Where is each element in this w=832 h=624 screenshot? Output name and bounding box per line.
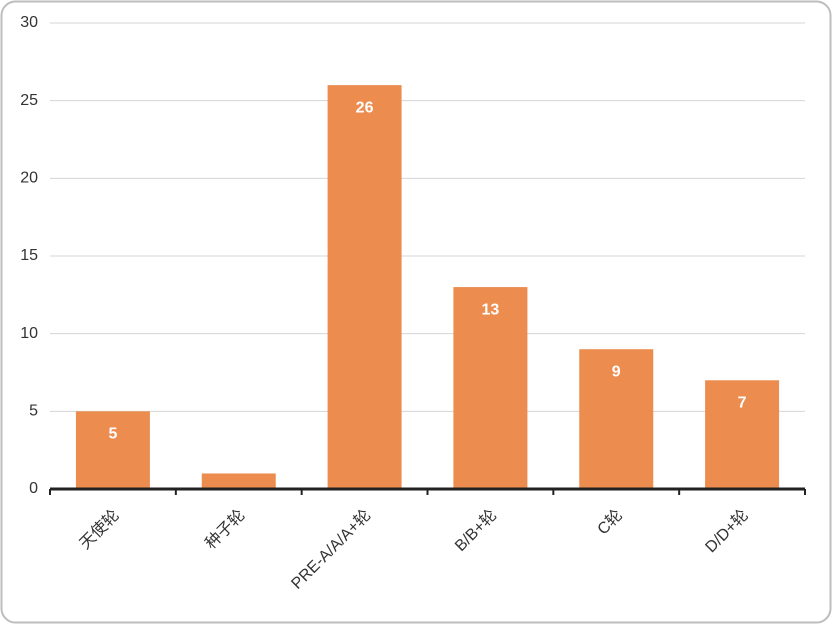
y-tick-label: 0 (29, 480, 38, 497)
bar (705, 380, 780, 489)
bar (75, 411, 150, 489)
value-label: 7 (738, 394, 747, 411)
y-tick-label: 25 (20, 92, 38, 109)
y-tick-label: 10 (20, 325, 38, 342)
bar (327, 85, 402, 489)
y-tick-label: 20 (20, 170, 38, 187)
value-label: 9 (612, 363, 621, 380)
y-tick-label: 5 (29, 403, 38, 420)
bar (579, 349, 654, 489)
value-label: 13 (482, 301, 500, 318)
bar (201, 473, 276, 489)
bar (453, 287, 528, 489)
y-tick-label: 30 (20, 14, 38, 31)
value-label: 5 (108, 426, 117, 443)
y-tick-label: 15 (20, 247, 38, 264)
value-label: 26 (356, 99, 374, 116)
